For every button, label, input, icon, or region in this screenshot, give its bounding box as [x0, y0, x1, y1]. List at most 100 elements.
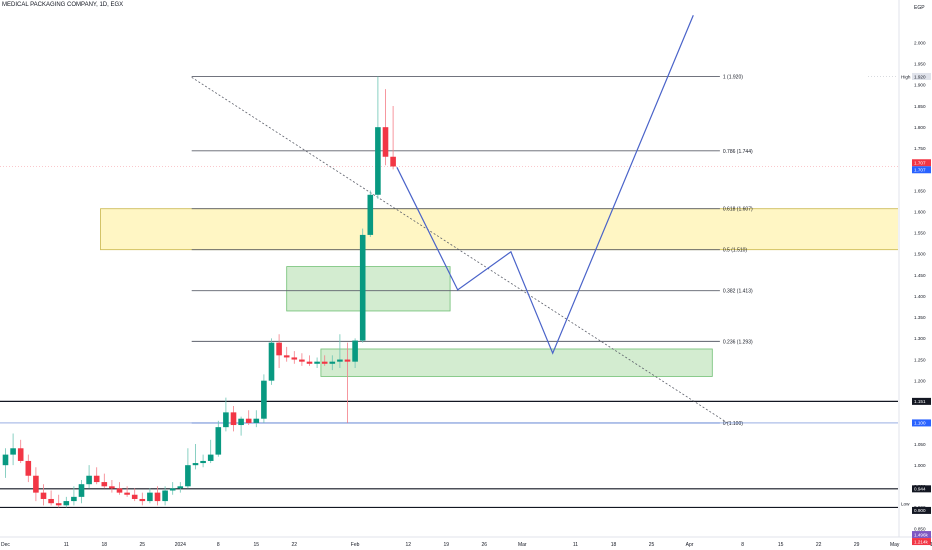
candle-body-7	[55, 503, 62, 506]
fib-label-1: 1 (1.920)	[723, 74, 743, 80]
x-tick-label-3: 25	[140, 542, 146, 548]
hline-tag-2: 0.944	[914, 487, 926, 492]
candle-body-40	[306, 361, 313, 364]
low-tag: Low	[901, 501, 910, 506]
candle-body-11	[86, 475, 92, 485]
x-tick-label-0: Dec	[1, 542, 10, 548]
candle-body-50	[382, 127, 389, 157]
candle-body-0	[2, 454, 9, 466]
fib-label-0.5: 0.5 (1.510)	[723, 248, 748, 254]
x-tick-label-17: 8	[741, 542, 744, 548]
candle-body-13	[101, 482, 108, 487]
x-tick-label-2: 18	[102, 542, 108, 548]
candle-body-17	[131, 494, 138, 499]
y-tick-label-3: 1.850	[914, 104, 926, 109]
x-tick-label-1: 11	[64, 542, 69, 548]
high-tag: High	[901, 74, 911, 79]
fib-label-0: 0 (1.100)	[723, 421, 743, 427]
candle-body-38	[291, 357, 298, 360]
y-tick-label-20: 1.000	[914, 463, 926, 468]
volume-tag-bg	[912, 531, 931, 539]
candle-body-21	[162, 490, 168, 502]
plot-area: 1 (1.920) 0.786 (1.744) 0.618 (1.607) 0.5 (…	[0, 14, 898, 509]
candle-body-42	[321, 361, 328, 364]
candle-body-32	[245, 418, 252, 423]
x-tick-label-18: 15	[778, 542, 784, 548]
y-tick-label-15: 1.250	[914, 357, 926, 362]
candle-body-31	[238, 418, 244, 426]
hline-tag-0: 1.151	[914, 399, 926, 404]
candle-body-34	[261, 380, 267, 419]
y-tick-label-16: 1.200	[914, 378, 926, 383]
zone-green	[320, 348, 713, 377]
candle-body-14	[109, 486, 115, 489]
candle-body-37	[283, 355, 290, 358]
candle-body-30	[230, 412, 237, 426]
candle-body-10	[78, 484, 85, 497]
candle-body-18	[139, 498, 146, 502]
fib-label-0.618: 0.618 (1.607)	[723, 207, 753, 213]
hline-tag-1: 1.100	[914, 421, 926, 426]
candle-body-29	[223, 412, 229, 428]
x-tick-label-20: 29	[854, 542, 860, 548]
candle-body-45	[344, 359, 351, 362]
x-tick-label-22: 13	[930, 542, 932, 548]
x-tick-label-6: 15	[254, 542, 260, 548]
last-price-bg	[912, 159, 931, 167]
y-tick-label-10: 1.500	[914, 252, 926, 257]
candle-body-49	[375, 127, 381, 195]
high-value-bg	[912, 72, 931, 80]
y-tick-label-5: 1.750	[914, 146, 926, 151]
x-tick-label-5: 8	[217, 542, 220, 548]
y-tick-label-7: 1.650	[914, 188, 926, 193]
hline-tag-1-bg	[912, 419, 931, 427]
x-tick-label-7: 22	[292, 542, 298, 548]
x-tick-label-9: 12	[406, 542, 412, 548]
candle-body-4	[33, 475, 39, 493]
x-tick-label-15: 25	[649, 542, 655, 548]
fib-label-0.236: 0.236 (1.293)	[723, 339, 753, 345]
candle-body-47	[359, 234, 366, 341]
chart-title: MEDICAL PACKAGING COMPANY, 1D, EGX	[2, 2, 124, 8]
candle-body-51	[390, 156, 396, 167]
y-tick-label-8: 1.600	[914, 209, 926, 214]
candle-body-39	[299, 359, 305, 362]
candle-body-1	[10, 448, 16, 455]
candle-body-36	[276, 342, 282, 356]
candle-body-24	[185, 465, 191, 487]
candle-body-41	[314, 361, 320, 364]
y-tick-label-23: 0.850	[914, 526, 926, 531]
x-tick-label-16: Apr	[686, 542, 694, 548]
candle-body-8	[63, 501, 70, 506]
candle-body-26	[200, 460, 206, 464]
currency-label: EGP	[914, 5, 925, 11]
candle-body-5	[40, 492, 47, 499]
x-tick-label-11: 26	[482, 542, 488, 548]
zone-yellow	[100, 208, 898, 251]
candle-body-20	[154, 492, 161, 502]
last-price: 1.707	[914, 161, 926, 166]
y-tick-label-19: 1.050	[914, 442, 926, 447]
volume-tag-2-bg	[912, 538, 931, 546]
fib-label-0.786: 0.786 (1.744)	[723, 149, 753, 155]
candle-body-25	[192, 463, 199, 466]
candle-body-19	[147, 492, 153, 502]
y-tick-label-13: 1.350	[914, 315, 926, 320]
candle-body-28	[215, 427, 222, 455]
y-tick-label-0: 2.000	[914, 40, 926, 45]
candle-body-27	[207, 454, 214, 461]
candle-body-46	[352, 340, 358, 362]
projection-path	[396, 14, 694, 355]
candle-body-22	[169, 488, 176, 491]
prev-price: 1.707	[914, 168, 926, 173]
candle-body-35	[268, 342, 275, 381]
y-tick-label-11: 1.450	[914, 273, 926, 278]
y-tick-label-2: 1.900	[914, 83, 926, 88]
candle-body-15	[116, 488, 123, 493]
hline-tag-0-bg	[912, 397, 931, 405]
candle-body-43	[329, 361, 336, 364]
x-tick-label-4: 2024	[175, 542, 186, 548]
candle-body-16	[124, 492, 130, 495]
low-value: 0.900	[914, 508, 926, 513]
